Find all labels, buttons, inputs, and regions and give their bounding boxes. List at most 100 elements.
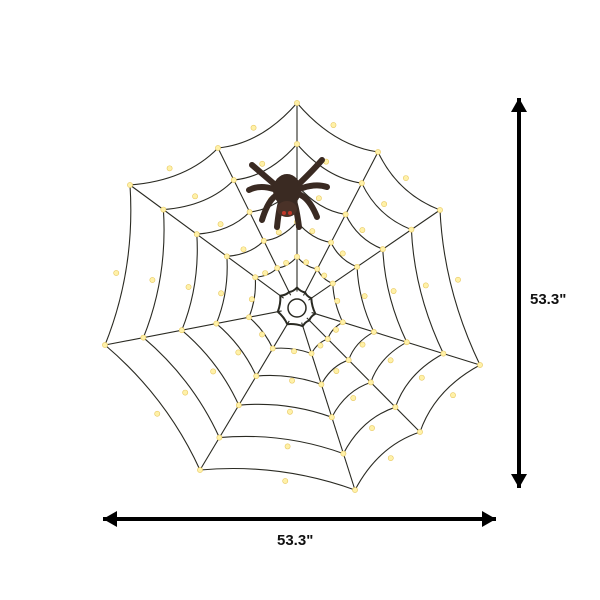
spider-head (277, 201, 297, 217)
led-light (235, 402, 242, 409)
led-light (387, 455, 394, 461)
led-light (259, 331, 265, 338)
led-light (216, 434, 223, 441)
led-light (329, 280, 336, 287)
led-light (370, 329, 377, 335)
led-light (294, 100, 300, 106)
led-light (259, 160, 266, 167)
led-light (477, 362, 483, 368)
led-light (246, 209, 253, 215)
led-light (315, 195, 322, 202)
led-light (284, 443, 291, 450)
led-light (213, 320, 220, 327)
led-light (287, 408, 293, 415)
led-light (160, 206, 167, 213)
led-light (252, 274, 259, 281)
web-center-hub (287, 298, 307, 318)
led-light (321, 272, 328, 279)
led-light (309, 228, 316, 235)
web-radial-strand (217, 147, 292, 296)
led-light (328, 239, 334, 246)
led-light (253, 373, 260, 379)
led-light (350, 395, 357, 401)
led-light (289, 377, 295, 384)
led-light (440, 350, 447, 357)
led-light (390, 288, 397, 294)
led-light (215, 145, 221, 151)
arrowhead-icon (511, 98, 527, 112)
led-light (127, 182, 133, 188)
web-ring-strand (276, 285, 317, 328)
led-light (102, 342, 108, 348)
led-light (324, 336, 331, 342)
led-light (334, 298, 341, 304)
led-light (140, 334, 147, 341)
led-light (210, 368, 217, 375)
led-light (178, 327, 185, 334)
led-light (182, 389, 189, 396)
led-light (246, 314, 252, 321)
led-light (339, 319, 346, 326)
led-light (166, 165, 173, 172)
spider-eye (282, 211, 286, 215)
led-light (359, 341, 366, 348)
arrowhead-icon (482, 511, 496, 527)
led-light (291, 348, 297, 355)
web-radial-strand (199, 320, 290, 471)
led-light (260, 237, 267, 244)
led-light (223, 253, 230, 260)
led-light (248, 296, 255, 303)
arrowhead-icon (103, 511, 117, 527)
led-light (262, 270, 269, 276)
led-light (340, 450, 347, 457)
web-ring-strand (142, 143, 445, 455)
width-dimension-label: 53.3" (277, 532, 314, 549)
web-ring-strand (104, 102, 481, 491)
spider-eye (288, 211, 292, 215)
led-light (235, 349, 242, 356)
led-light (218, 290, 224, 297)
led-light (192, 193, 198, 200)
led-light (240, 246, 247, 253)
led-light (358, 180, 365, 187)
web-radial-strand (301, 322, 356, 491)
led-light (197, 467, 203, 473)
led-light (318, 381, 325, 388)
led-light (379, 246, 386, 253)
led-light (217, 221, 224, 228)
led-light (342, 211, 349, 218)
led-light (333, 368, 340, 374)
led-light (303, 259, 310, 266)
led-light (392, 404, 399, 411)
led-light (317, 342, 324, 349)
led-light (450, 392, 456, 399)
web-radial-strand (306, 317, 421, 433)
led-light (193, 231, 200, 238)
led-light (330, 122, 337, 128)
led-light (408, 226, 415, 233)
led-light (417, 429, 423, 435)
led-light (367, 379, 374, 386)
led-light (418, 374, 425, 381)
web-ring-strand (181, 184, 408, 418)
led-light (361, 293, 368, 300)
web-radial-strand (104, 310, 282, 346)
led-light (345, 357, 352, 363)
led-light (352, 487, 358, 493)
web-radial-strand (311, 312, 481, 366)
led-light (354, 263, 360, 270)
spider-abdomen (273, 174, 301, 206)
led-light (333, 326, 339, 333)
led-light (154, 410, 161, 417)
led-light (185, 284, 192, 290)
led-light (375, 149, 381, 155)
height-dimension-label: 53.3" (530, 291, 567, 308)
led-light (359, 227, 366, 233)
led-light (369, 425, 375, 431)
web-radial-strand (129, 184, 284, 299)
led-light (455, 276, 461, 283)
led-light (403, 339, 410, 346)
led-light (387, 357, 394, 364)
